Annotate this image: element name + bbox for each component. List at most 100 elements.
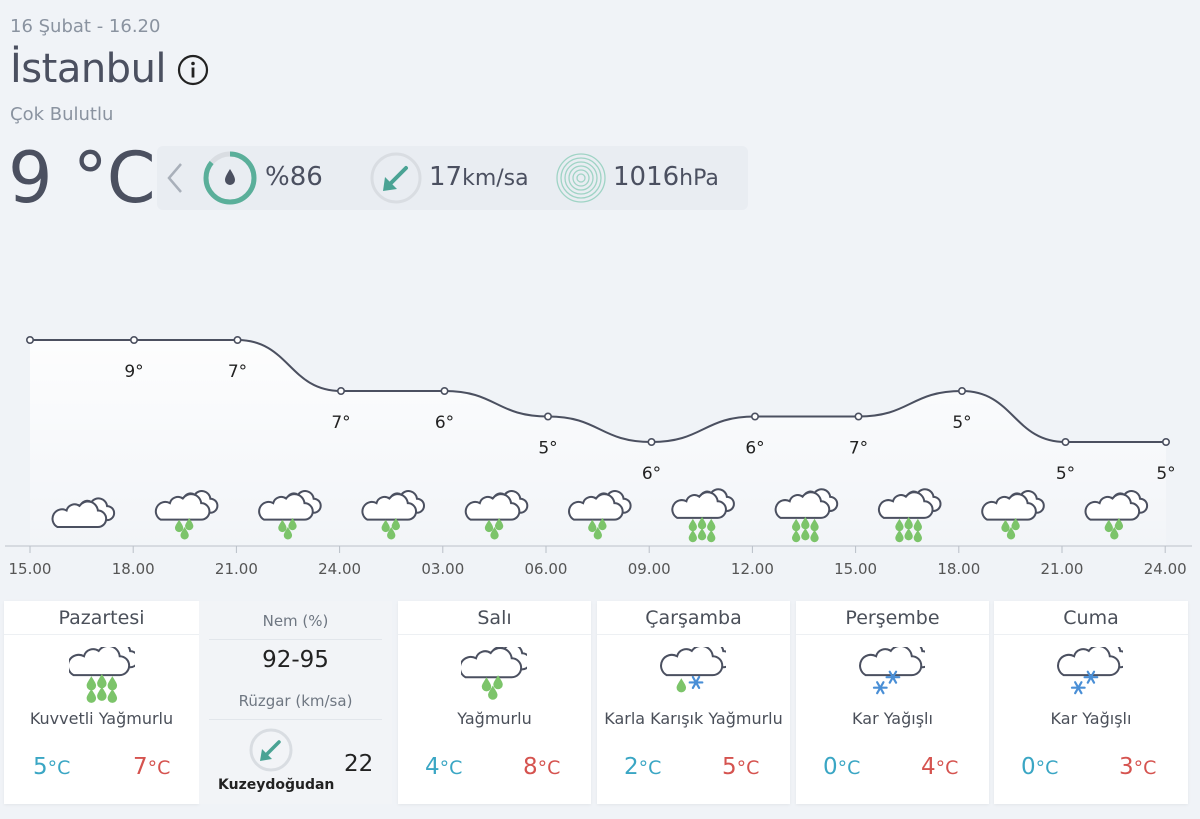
forecast-desc: Kar Yağışlı: [852, 709, 933, 728]
forecast-min: 0°C: [823, 754, 860, 780]
forecast-card-pazartesi[interactable]: Pazartesi Kuvvetli Yağmurlu 5°C 7°C: [4, 601, 199, 804]
pressure: 1016hPa: [613, 162, 719, 192]
forecast-min: 2°C: [624, 754, 661, 780]
temperature-point[interactable]: [957, 386, 966, 395]
rain-icon: [981, 490, 1045, 540]
forecast-day: Cuma: [994, 601, 1188, 635]
x-tick-label: 24.00: [318, 560, 361, 578]
heavy-rain-icon: [877, 488, 942, 543]
temperature-label: 6°: [745, 439, 764, 459]
temperature-point[interactable]: [1162, 437, 1171, 446]
x-tick-label: 09.00: [628, 560, 671, 578]
min-value: 2: [624, 754, 639, 780]
forecast-max: 3°C: [1119, 754, 1156, 780]
snow-icon: [859, 647, 925, 695]
x-tick-label: 06.00: [525, 560, 568, 578]
forecast-card-persembe[interactable]: Perşembe Kar Yağışlı 0°C 4°C: [796, 601, 989, 804]
min-value: 5: [33, 754, 48, 780]
forecast-desc: Kar Yağışlı: [1050, 709, 1132, 728]
hourly-temperature-chart: 9° 7° 7° 6° 5° 6° 6° 7° 5° 5° 5° 15.00 18.00 21.00 24…: [0, 230, 1200, 600]
wind-speed-value: 22: [344, 751, 374, 777]
temperature-label: 9°: [124, 362, 143, 382]
x-tick-label: 15.00: [9, 560, 52, 578]
temperature-point[interactable]: [543, 412, 552, 421]
unit: °C: [837, 757, 861, 779]
sleet-icon: [660, 647, 726, 693]
rain-icon: [361, 490, 425, 540]
temperature-point[interactable]: [750, 412, 759, 421]
temperature-point[interactable]: [233, 335, 242, 344]
forecast-card-sali[interactable]: Salı Yağmurlu 4°C 8°C: [398, 601, 591, 804]
forecast-max: 4°C: [921, 754, 958, 780]
x-tick-label: 15.00: [834, 560, 877, 578]
temperature-point[interactable]: [854, 412, 863, 421]
forecast-max: 8°C: [523, 754, 560, 780]
wind-speed: 17km/sa: [429, 162, 529, 192]
forecast-min: 0°C: [1021, 754, 1058, 780]
wind-unit: km/sa: [462, 166, 529, 191]
divider: [209, 719, 382, 720]
forecast-card-carsamba[interactable]: Çarşamba Karla Karışık Yağmurlu 2°C 5°C: [597, 601, 790, 804]
forecast-day: Pazartesi: [4, 601, 199, 635]
temperature-point[interactable]: [440, 386, 449, 395]
temperature-point[interactable]: [130, 335, 139, 344]
rain-icon: [464, 490, 529, 540]
temperature-point[interactable]: [1061, 437, 1070, 446]
unit: °C: [537, 757, 561, 779]
wind-label: Rüzgar (km/sa): [238, 692, 353, 710]
temperature-label: 6°: [435, 413, 454, 433]
temperature-label: 5°: [1056, 464, 1075, 484]
unit: °C: [1035, 757, 1059, 779]
date-time: 16 Şubat - 16.20: [10, 16, 161, 37]
pressure-icon: [556, 153, 606, 203]
x-tick-label: 24.00: [1144, 560, 1187, 578]
snow-icon: [1057, 647, 1123, 695]
day-detail-panel: Nem (%) 92-95 Rüzgar (km/sa): [199, 601, 392, 804]
unit: °C: [1133, 757, 1157, 779]
max-value: 7: [133, 754, 148, 780]
x-tick-label: 12.00: [731, 560, 774, 578]
max-value: 8: [523, 754, 538, 780]
forecast-min: 4°C: [425, 754, 462, 780]
forecast-card-cuma[interactable]: Cuma Kar Yağışlı 0°C 3°C: [994, 601, 1188, 804]
forecast-desc: Yağmurlu: [457, 709, 532, 728]
x-tick-label: 18.00: [112, 560, 155, 578]
wind-direction-icon: [249, 728, 293, 772]
temperature-point[interactable]: [336, 386, 345, 395]
forecast-day: Salı: [398, 601, 591, 635]
rain-icon: [154, 490, 219, 540]
heavy-rain-icon: [774, 488, 839, 543]
unit: °C: [935, 757, 959, 779]
temperature-label: 5°: [952, 413, 971, 433]
x-tick-label: 03.00: [421, 560, 464, 578]
temperature-label: 7°: [331, 413, 350, 433]
info-icon[interactable]: [177, 54, 209, 86]
divider: [209, 639, 382, 640]
temperature-label: 7°: [849, 439, 868, 459]
current-temperature: 9 °C: [8, 137, 156, 219]
max-value: 3: [1119, 754, 1134, 780]
min-value: 0: [1021, 754, 1036, 780]
chevron-left-icon[interactable]: [163, 160, 187, 196]
wind-value: 17: [429, 162, 463, 192]
x-tick-label: 21.00: [1041, 560, 1084, 578]
weather-condition: Çok Bulutlu: [10, 104, 114, 125]
unit: °C: [47, 757, 71, 779]
rain-icon: [1084, 490, 1149, 540]
city-name: İstanbul: [10, 46, 167, 92]
x-tick-label: 18.00: [937, 560, 980, 578]
unit: °C: [439, 757, 463, 779]
max-value: 5: [722, 754, 737, 780]
forecast-desc: Kuvvetli Yağmurlu: [29, 709, 174, 728]
forecast-max: 5°C: [722, 754, 759, 780]
temperature-point[interactable]: [647, 437, 656, 446]
metrics-bar: %86 17km/sa 1016hPa: [157, 146, 748, 210]
cloud-icon: [51, 497, 116, 529]
temperature-area: [30, 340, 1166, 546]
pressure-value: 1016: [613, 162, 680, 192]
x-tick-label: 21.00: [215, 560, 258, 578]
temperature-point[interactable]: [25, 335, 34, 344]
heavy-rain-icon: [671, 488, 735, 543]
unit: °C: [147, 757, 171, 779]
min-value: 0: [823, 754, 838, 780]
